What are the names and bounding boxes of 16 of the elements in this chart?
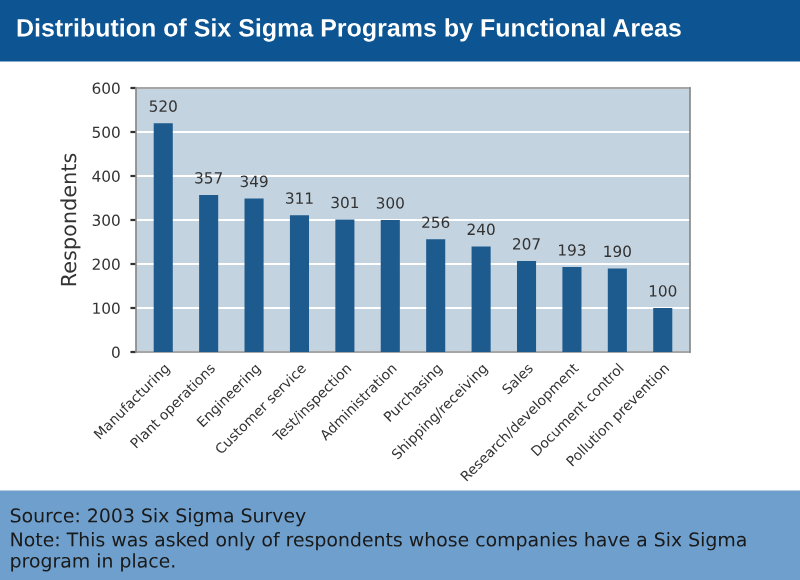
bar [471,246,491,352]
bar [426,239,446,352]
bar [562,267,582,352]
bar [244,198,264,352]
text: Note: This was asked only of respondents whose companies have a Six Sigma program in place. [11,532,746,572]
bar [289,215,310,352]
bar [335,219,355,352]
bar [653,308,673,352]
source-note: Source: 2003 Six Sigma Survey [10,508,306,527]
bar [380,220,400,352]
bar [199,194,219,352]
chart-title: Distribution of Six Sigma Programs by Functional Areas [17,18,681,42]
bar [516,260,537,352]
bar [153,123,173,352]
bar [607,268,627,352]
y-axis-title: Respondents [60,153,81,286]
